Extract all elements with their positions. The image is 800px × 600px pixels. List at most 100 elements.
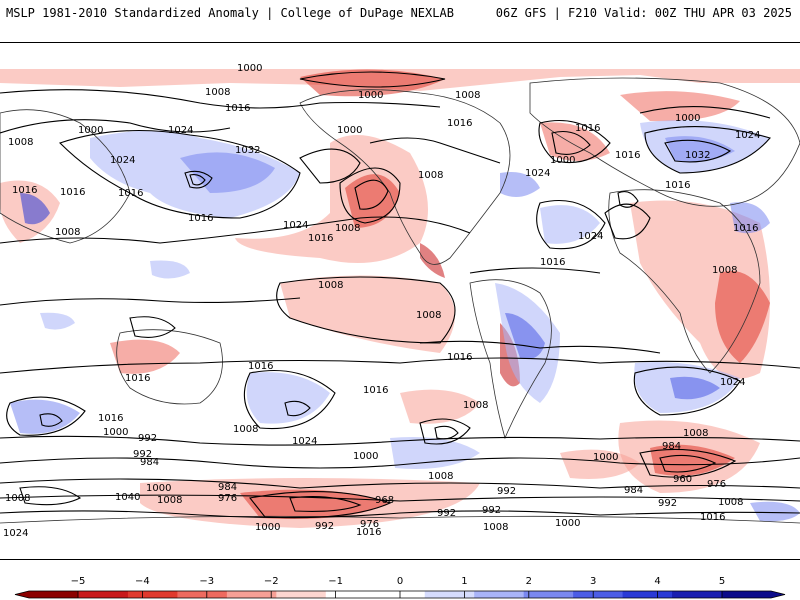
colorbar-tick-label: −5 <box>71 576 86 587</box>
isobar-label: 1016 <box>188 213 213 224</box>
isobar-label: 1000 <box>550 155 575 166</box>
isobar-label: 1000 <box>337 125 362 136</box>
negative-anomaly-regions <box>0 69 800 528</box>
colorbar-max-arrow <box>771 591 785 598</box>
model-run-info: 06Z GFS | F210 Valid: 00Z THU APR 03 202… <box>495 6 792 20</box>
isobar-label: 992 <box>315 521 334 532</box>
anomaly-colorbar: −5 −4 −3 −2 −1 0 1 2 3 4 5 <box>14 576 786 599</box>
isobar-label: 984 <box>140 457 159 468</box>
colorbar-cell <box>573 591 624 598</box>
colorbar-cell <box>523 591 574 598</box>
isobar-label: 1000 <box>103 427 128 438</box>
isobar-label: 1032 <box>0 42 25 46</box>
colorbar-cell <box>29 591 79 598</box>
colorbar-cell <box>424 591 475 598</box>
colorbar-cell <box>721 591 772 598</box>
isobar-label: 984 <box>624 485 643 496</box>
isobar-label: 992 <box>482 505 501 516</box>
isobar-label: 976 <box>218 493 237 504</box>
colorbar-tick-label: −4 <box>135 576 150 587</box>
colorbar-tick-label: 2 <box>526 576 532 587</box>
isobar-label: 1008 <box>55 227 80 238</box>
isobar-label: 1008 <box>428 471 453 482</box>
colorbar-cell <box>177 591 228 598</box>
isobar-label: 1016 <box>447 118 472 129</box>
isobar-label: 1016 <box>733 223 758 234</box>
isobar-label: 1000 <box>146 483 171 494</box>
isobar-label: 1016 <box>308 233 333 244</box>
isobar-label: 1016 <box>356 527 381 538</box>
isobar-label: 1008 <box>718 497 743 508</box>
isobar-label: 1008 <box>463 400 488 411</box>
positive-anomaly-regions <box>10 120 800 522</box>
colorbar-min-arrow <box>15 591 29 598</box>
colorbar-tick-label: 1 <box>461 576 467 587</box>
mslp-anomaly-map: 1000 1000 1008 1016 1008 1000 1024 1016 … <box>0 42 800 560</box>
isobar-label: 1040 <box>115 492 140 503</box>
isobar-label: 1016 <box>125 373 150 384</box>
isobar-label: 1024 <box>110 155 135 166</box>
isobar-label: 1024 <box>578 231 603 242</box>
isobar-label: 1016 <box>225 103 250 114</box>
isobar-label: 1000 <box>358 90 383 101</box>
isobar-label: 1000 <box>78 125 103 136</box>
isobar-label: 992 <box>497 486 516 497</box>
isobar-label: 1008 <box>335 223 360 234</box>
isobar-label: 1024 <box>3 528 28 539</box>
isobar-label: 1016 <box>700 512 725 523</box>
isobar-label: 1008 <box>712 265 737 276</box>
isobar-label: 960 <box>673 474 692 485</box>
isobar-label: 1016 <box>575 123 600 134</box>
isobar-label: 984 <box>218 482 237 493</box>
isobar-label: 1000 <box>255 522 280 533</box>
colorbar-cells <box>14 590 786 599</box>
isobar-label: 1016 <box>60 187 85 198</box>
colorbar-ticks: −5 −4 −3 −2 −1 0 1 2 3 4 5 <box>71 576 725 598</box>
isobar-label: 1024 <box>292 436 317 447</box>
isobar-label: 1008 <box>683 428 708 439</box>
isobar-label: 1016 <box>363 385 388 396</box>
isobar-label: 984 <box>662 441 681 452</box>
isobar-label: 1016 <box>447 352 472 363</box>
isobar-label: 1000 <box>237 63 262 74</box>
isobar-label: 992 <box>437 508 456 519</box>
colorbar-outline <box>14 590 786 599</box>
isobar-label: 1008 <box>8 137 33 148</box>
isobar-label: 1016 <box>665 180 690 191</box>
colorbar-cell <box>474 591 525 598</box>
isobar-label: 1016 <box>98 413 123 424</box>
isobar-label: 1016 <box>248 361 273 372</box>
colorbar-tick-label: −1 <box>328 576 343 587</box>
colorbar-tick-label: 3 <box>590 576 596 587</box>
isobar-label: 1008 <box>416 310 441 321</box>
isobar-label: 976 <box>360 519 379 530</box>
isobar-label: 1008 <box>455 90 480 101</box>
colorbar-cell <box>226 591 277 598</box>
isobar-label: 1000 <box>593 452 618 463</box>
isobar-label: 1016 <box>615 150 640 161</box>
isobar-label: 976 <box>707 479 726 490</box>
colorbar-tick-label: 0 <box>397 576 403 587</box>
isobar-label: 992 <box>138 433 157 444</box>
isobar-label: 1024 <box>283 220 308 231</box>
colorbar-cell <box>622 591 673 598</box>
colorbar-tick-label: −2 <box>264 576 279 587</box>
isobar-label: 992 <box>658 498 677 509</box>
isobar-label: 1024 <box>720 377 745 388</box>
colorbar-cell <box>78 591 129 598</box>
isobar-label: 1032 <box>235 145 260 156</box>
isobar-label: 1016 <box>540 257 565 268</box>
isobar-label: 1008 <box>418 170 443 181</box>
isobar-contours <box>0 71 800 519</box>
isobar-label: 1024 <box>525 168 550 179</box>
map-title: MSLP 1981-2010 Standardized Anomaly | Co… <box>6 6 454 20</box>
isobar-label: 1024 <box>0 42 25 46</box>
colorbar-cell <box>276 591 327 598</box>
isobar-label: 1008 <box>157 495 182 506</box>
isobar-labels: 1000 1000 1008 1016 1008 1000 1024 1016 … <box>0 42 760 539</box>
isobar-label: 1008 <box>5 493 30 504</box>
colorbar-tick-label: −3 <box>199 576 214 587</box>
isobar-label: 1000 <box>353 451 378 462</box>
isobar-label: 1016 <box>12 185 37 196</box>
isobar-label: 1032 <box>685 150 710 161</box>
